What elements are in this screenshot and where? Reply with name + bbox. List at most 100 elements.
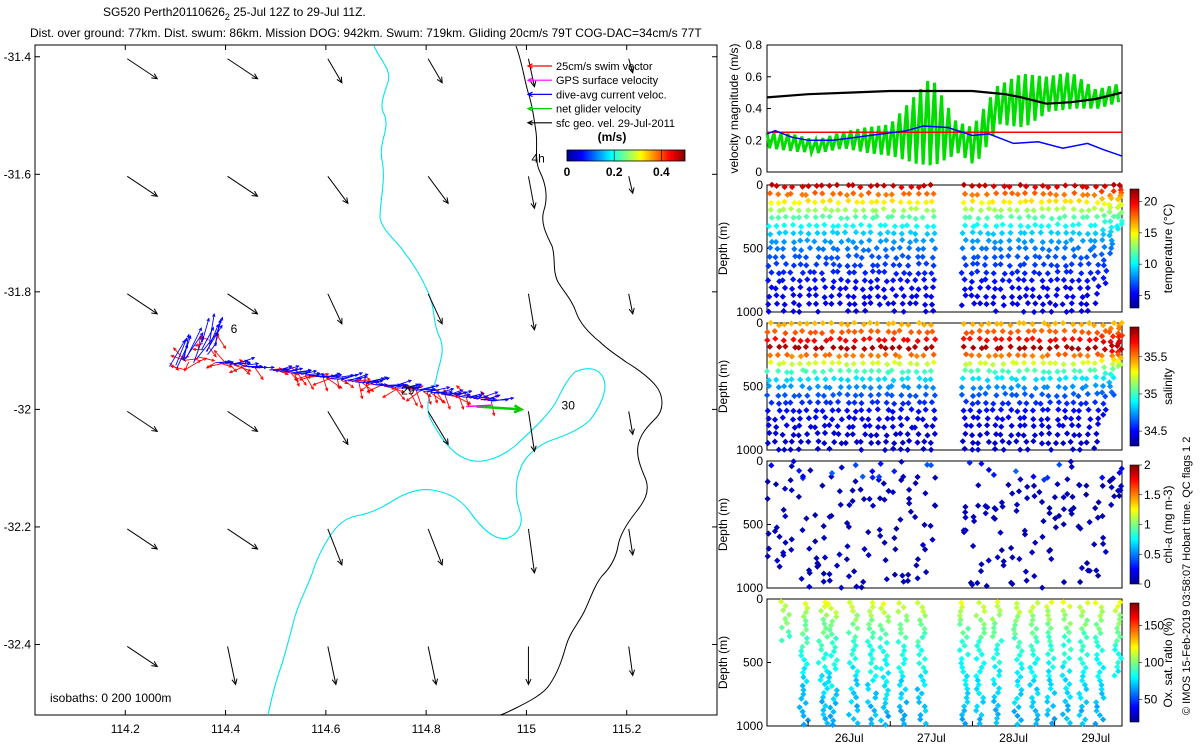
section-data-point	[1031, 189, 1038, 197]
section-data-point	[1100, 212, 1108, 219]
section-data-point	[815, 438, 822, 445]
section-data-point	[1044, 285, 1051, 292]
geo-velocity-arrow	[427, 293, 443, 325]
current-vector-arrow-head	[212, 312, 216, 318]
section-y-tick-label: 1000	[736, 305, 763, 319]
section-data-point	[1091, 205, 1098, 212]
current-vector-arrow-head	[321, 372, 326, 377]
section-data-point	[783, 351, 791, 358]
section-data-point	[862, 431, 869, 438]
section-data-point	[1030, 207, 1037, 214]
section-data-point	[1078, 307, 1085, 315]
section-data-point	[1077, 261, 1084, 268]
swim-vector-arrow-shaft	[183, 358, 198, 361]
section-data-point	[772, 430, 779, 437]
geo-velocity-arrow-head	[628, 66, 635, 74]
current-vector-arrow-shaft	[437, 388, 454, 395]
section-data-point	[1084, 284, 1092, 292]
swim-vector-arrow-head	[401, 396, 406, 401]
isobath-200m-line	[267, 45, 606, 715]
current-vector-arrow-shaft	[340, 372, 363, 381]
section-data-point	[1061, 191, 1068, 198]
legend-label: 25cm/s swim vector	[556, 61, 653, 73]
section-data-point	[1068, 261, 1075, 268]
geo-velocity-arrow-shaft	[628, 411, 634, 435]
swim-vector-arrow	[322, 377, 329, 392]
section-data-point	[830, 261, 837, 268]
map-x-tick-label: 114.4	[211, 722, 240, 736]
section-data-point	[1069, 293, 1077, 300]
section-colorbar-label: chl-a (mg m-3)	[1161, 485, 1175, 563]
swim-vector-arrow	[344, 380, 355, 389]
current-vector-arrow-head	[336, 372, 341, 376]
current-vector-arrow-shaft	[219, 360, 231, 364]
current-vector-arrow	[426, 386, 451, 393]
swim-vector-arrow-shaft	[390, 386, 405, 393]
section-data-point	[1110, 181, 1117, 189]
current-vector-arrow	[214, 319, 222, 344]
section-data-point	[1044, 293, 1051, 300]
section-colorbar-label: Ox. sat. ratio (%)	[1161, 617, 1175, 707]
current-vector-arrow-shaft	[206, 324, 219, 352]
current-vector-arrow	[408, 386, 421, 391]
section-colorbar-tick-label: 1.5	[1144, 488, 1161, 502]
swim-vector-arrow-shaft	[433, 392, 438, 404]
section-data-point	[1023, 254, 1030, 262]
section-data-point	[802, 254, 810, 261]
current-vector-arrow-shaft	[365, 376, 388, 384]
section-data-point	[1015, 276, 1022, 283]
section-data-point	[850, 360, 857, 367]
current-vector-arrow-head	[199, 332, 204, 337]
section-data-point	[1039, 277, 1046, 284]
section-data-point	[1028, 237, 1035, 245]
section-data-point	[1047, 190, 1054, 197]
current-vector-arrow-head	[463, 391, 468, 395]
section-data-point	[857, 438, 864, 445]
current-vector-arrow-shaft	[290, 369, 312, 374]
map-colorbar-title: (m/s)	[598, 130, 627, 144]
geo-velocity-arrow	[527, 58, 537, 88]
current-vector-arrow	[451, 390, 473, 397]
current-vector-arrow-shaft	[466, 392, 484, 399]
current-vector-arrow-shaft	[408, 387, 420, 391]
section-data-point	[823, 399, 830, 406]
section-data-point	[1083, 213, 1091, 221]
geo-velocity-arrow	[628, 58, 635, 74]
swim-vector-arrow-head	[295, 378, 299, 383]
section-data-point	[803, 351, 810, 359]
current-vector-arrow-head	[213, 342, 218, 346]
geo-velocity-arrow	[327, 411, 349, 446]
swim-vector-arrow-head	[184, 367, 188, 372]
current-vector-arrow	[208, 312, 216, 345]
swim-vector-arrow-head	[211, 358, 216, 362]
section-data-point	[1060, 276, 1068, 284]
section-data-point	[1053, 183, 1061, 191]
swim-vector-arrow	[228, 366, 245, 374]
section-data-point	[765, 301, 772, 308]
current-vector-arrow	[326, 372, 341, 379]
swim-vector-arrow-shaft	[337, 379, 340, 389]
section-data-point	[1108, 195, 1115, 202]
swim-vector-arrow	[293, 375, 309, 381]
section-data-point	[1103, 267, 1110, 275]
geo-velocity-arrow-shaft	[327, 58, 343, 84]
section-data-point	[782, 399, 789, 407]
map-colorbar-tick-label: 0	[564, 165, 571, 179]
section-data-point	[1052, 301, 1059, 309]
geo-velocity-arrow	[527, 528, 537, 575]
current-vector-arrow	[484, 394, 501, 401]
swim-vector-arrow-head	[170, 354, 175, 359]
section-data-point	[779, 277, 786, 284]
current-vector-arrow-shaft	[287, 367, 303, 373]
section-data-point	[850, 293, 857, 301]
section-data-point	[763, 368, 771, 375]
geo-velocity-arrow-head	[628, 187, 635, 195]
current-vector-arrow-head	[255, 362, 260, 366]
section-data-point	[1087, 222, 1095, 229]
section-data-point	[815, 253, 822, 261]
geo-velocity-arrow-shaft	[227, 410, 258, 432]
credit-text: © IMOS 15-Feb-2019 03:58:07 Hobart time.…	[1181, 437, 1193, 715]
section-data-point	[915, 286, 922, 293]
legend-swatch-arrow-head	[526, 91, 533, 98]
section-data-point	[1022, 292, 1029, 300]
